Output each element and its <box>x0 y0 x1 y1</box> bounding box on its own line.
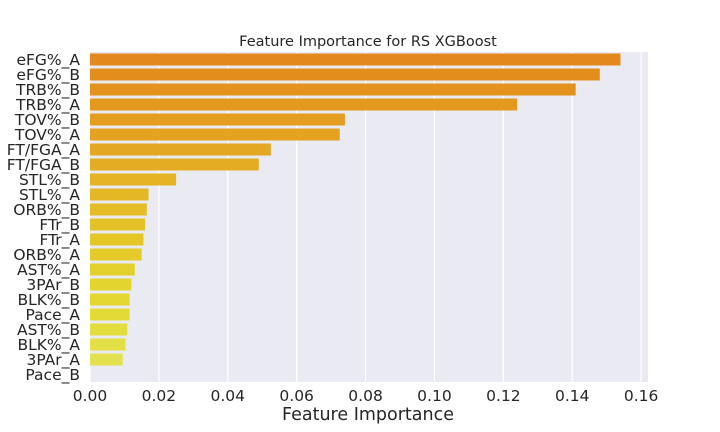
y-tick-label: STL%_A <box>19 186 80 205</box>
y-tick-label: Pace_B <box>25 366 80 385</box>
y-tick-label: Pace_A <box>25 306 80 325</box>
bars <box>90 53 621 366</box>
y-tick-label: FTr_B <box>39 216 80 235</box>
bar-tov-b <box>90 113 345 126</box>
chart-title: Feature Importance for RS XGBoost <box>239 34 497 50</box>
y-tick-label: eFG%_A <box>16 51 80 70</box>
y-tick-label: 3PAr_B <box>26 276 80 295</box>
bar-ft-fga-a <box>90 143 271 156</box>
bar-tov-a <box>90 128 340 141</box>
x-tick-label: 0.14 <box>555 387 590 405</box>
bar-trb-b <box>90 83 576 96</box>
y-tick-label: eFG%_B <box>16 66 80 85</box>
x-tick-label: 0.10 <box>417 387 452 405</box>
y-tick-label: BLK%_B <box>17 291 80 310</box>
y-tick-label: FT/FGA_B <box>7 156 80 175</box>
bar-3par-b <box>90 278 132 291</box>
bar-3par-a <box>90 353 123 366</box>
y-tick-label: TRB%_B <box>15 81 80 100</box>
x-axis-label: Feature Importance <box>282 405 454 425</box>
bar-orb-a <box>90 248 142 261</box>
y-tick-label: TOV%_A <box>14 126 80 145</box>
bar-ft-fga-b <box>90 158 259 171</box>
bar-stl-b <box>90 173 177 186</box>
bar-ast-b <box>90 323 128 336</box>
bar-stl-a <box>90 188 149 201</box>
y-tick-label: ORB%_B <box>13 201 80 220</box>
y-tick-label: TRB%_A <box>15 96 80 115</box>
x-tick-label: 0.06 <box>279 387 314 405</box>
y-tick-label: STL%_B <box>19 171 80 190</box>
y-tick-label: 3PAr_A <box>26 351 80 370</box>
y-tick-label: ORB%_A <box>13 246 80 265</box>
x-tick-label: 0.02 <box>142 387 177 405</box>
x-tick-label: 0.00 <box>73 387 108 405</box>
bar-ftr-a <box>90 233 144 246</box>
x-tick-label: 0.08 <box>348 387 383 405</box>
y-tick-label: TOV%_B <box>14 111 80 130</box>
bar-ast-a <box>90 263 135 276</box>
y-tick-label: AST%_A <box>17 261 80 280</box>
y-tick-label: AST%_B <box>17 321 80 340</box>
x-tick-label: 0.16 <box>624 387 659 405</box>
x-tick-label: 0.04 <box>211 387 246 405</box>
bar-trb-a <box>90 98 518 111</box>
x-tick-label: 0.12 <box>486 387 521 405</box>
bar-efg-b <box>90 68 600 81</box>
bar-pace-a <box>90 308 130 321</box>
y-tick-label: BLK%_A <box>17 336 80 355</box>
bar-blk-b <box>90 293 130 306</box>
y-tick-label: FTr_A <box>39 231 80 250</box>
bar-efg-a <box>90 53 621 66</box>
bar-orb-b <box>90 203 147 216</box>
bar-blk-a <box>90 338 126 351</box>
y-tick-labels: eFG%_AeFG%_BTRB%_BTRB%_ATOV%_BTOV%_AFT/F… <box>7 51 81 385</box>
y-tick-label: FT/FGA_A <box>7 141 81 160</box>
x-tick-labels: 0.00 0.02 0.04 0.06 0.08 0.10 0.12 0.14 0.16 <box>73 387 659 405</box>
bar-ftr-b <box>90 218 146 231</box>
